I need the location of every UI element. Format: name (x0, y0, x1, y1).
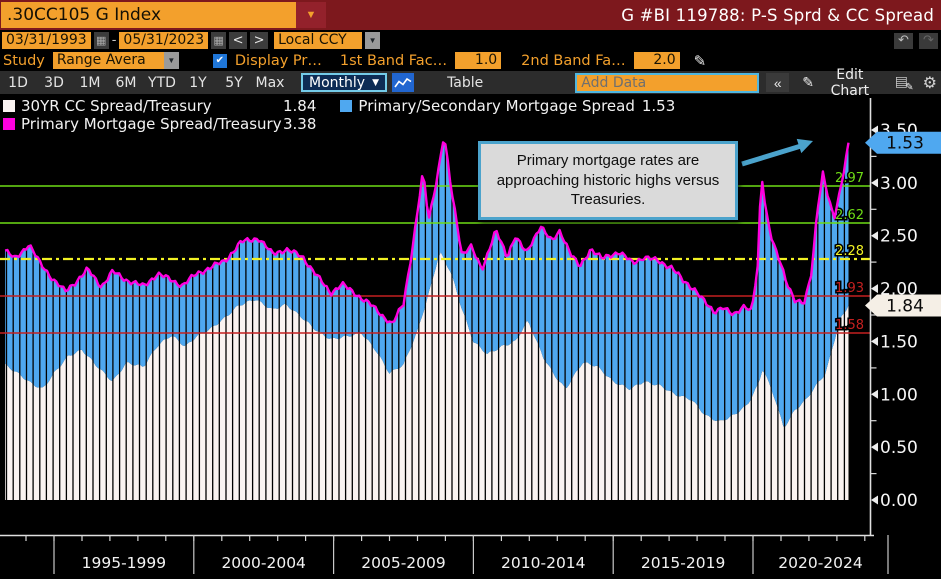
band2-label: 2nd Band Fa… (521, 52, 626, 69)
frequency-value: Monthly (309, 74, 366, 91)
next-period-button[interactable]: > (250, 32, 269, 49)
legend-label[interactable]: Primary Mortgage Spread/Treasury (21, 115, 282, 133)
legend-label[interactable]: Primary/Secondary Mortgage Spread (358, 97, 635, 115)
range-tab-3d[interactable]: 3D (36, 71, 72, 94)
range-tab-max[interactable]: Max (252, 71, 288, 94)
pencil-icon: ✎ (802, 74, 814, 91)
legend-label[interactable]: 30YR CC Spread/Treasury (21, 97, 212, 115)
date-range-row: 03/31/1993 ▦ - 05/31/2023 ▦ < > Local CC… (0, 30, 941, 50)
legend-swatch-ps-spread (340, 100, 353, 112)
range-tab-1y[interactable]: 1Y (180, 71, 216, 94)
range-tab-6m[interactable]: 6M (108, 71, 144, 94)
security-ticker-field[interactable]: .30CC105 G Index (1, 2, 296, 28)
add-data-input[interactable] (575, 72, 760, 93)
legend-row: 30YR CC Spread/Treasury 1.84 Primary/Sec… (3, 97, 675, 115)
prev-period-button[interactable]: < (229, 32, 248, 49)
frequency-select[interactable]: Monthly ▼ (301, 73, 387, 92)
band2-input[interactable]: 2.0 (633, 52, 680, 69)
chart-legend: 30YR CC Spread/Treasury 1.84 Primary/Sec… (3, 97, 675, 133)
customize-chart-icon[interactable]: ▤ ✎ (894, 73, 914, 93)
band1-input[interactable]: 1.0 (455, 52, 502, 69)
ticker-text: .30CC105 G Index (7, 5, 162, 25)
title-bar: .30CC105 G Index ▼ G #BI 119788: P-S Spr… (0, 0, 941, 30)
check-icon: ✔ (215, 54, 225, 66)
pencil-icon: ✎ (905, 81, 914, 93)
redo-icon[interactable]: ↷ (919, 32, 938, 49)
panel-icon: ▤ (894, 73, 908, 90)
band1-label: 1st Band Fac… (339, 52, 448, 69)
date-from-field[interactable]: 03/31/1993 (2, 32, 91, 49)
ticker-dropdown-button[interactable]: ▼ (296, 2, 326, 28)
annotation-callout[interactable]: Primary mortgage rates are approaching h… (478, 141, 738, 220)
legend-value: 1.53 (641, 97, 676, 115)
currency-select[interactable]: Local CCY (274, 32, 363, 49)
date-separator: - (111, 33, 117, 48)
study-row: Study Range Avera ▼ ✔ Display Pr… 1st Ba… (0, 50, 941, 71)
study-select[interactable]: Range Avera (52, 52, 164, 69)
calendar-icon[interactable]: ▦ (93, 32, 109, 49)
calendar-icon[interactable]: ▦ (211, 32, 227, 49)
legend-row: Primary Mortgage Spread/Treasury 3.38 (3, 115, 675, 133)
range-tab-ytd[interactable]: YTD (144, 71, 180, 94)
edit-chart-button[interactable]: ✎ Edit Chart (796, 66, 886, 100)
undo-icon[interactable]: ↶ (894, 32, 913, 49)
line-chart-icon[interactable] (391, 73, 415, 92)
range-tabs: 1D 3D 1M 6M YTD 1Y 5Y Max (0, 71, 288, 94)
display-checkbox[interactable]: ✔ (212, 53, 227, 68)
range-tab-1d[interactable]: 1D (0, 71, 36, 94)
table-tab[interactable]: Table (441, 74, 489, 92)
study-dropdown-icon[interactable]: ▼ (163, 52, 179, 69)
chart-title: G #BI 119788: P-S Sprd & CC Spread (621, 5, 934, 25)
legend-swatch-cc-spread (3, 100, 15, 112)
legend-value: 1.84 (283, 97, 317, 115)
settings-gear-icon[interactable]: ⚙ (919, 73, 941, 93)
pencil-icon[interactable]: ✎ (693, 51, 707, 70)
chevron-down-icon: ▼ (305, 9, 317, 21)
currency-dropdown-icon[interactable]: ▼ (365, 32, 381, 49)
legend-value: 3.38 (283, 115, 317, 133)
display-label: Display Pr… (234, 52, 322, 69)
chevron-down-icon: ▼ (372, 77, 379, 88)
range-tab-1m[interactable]: 1M (72, 71, 108, 94)
chart-plot-background (0, 94, 941, 579)
legend-swatch-primary-spread (3, 118, 15, 130)
study-label: Study (3, 52, 45, 69)
date-to-field[interactable]: 05/31/2023 (119, 32, 209, 49)
range-tab-5y[interactable]: 5Y (216, 71, 252, 94)
collapse-panel-icon[interactable]: « (766, 73, 790, 92)
edit-chart-label: Edit Chart (830, 66, 870, 99)
